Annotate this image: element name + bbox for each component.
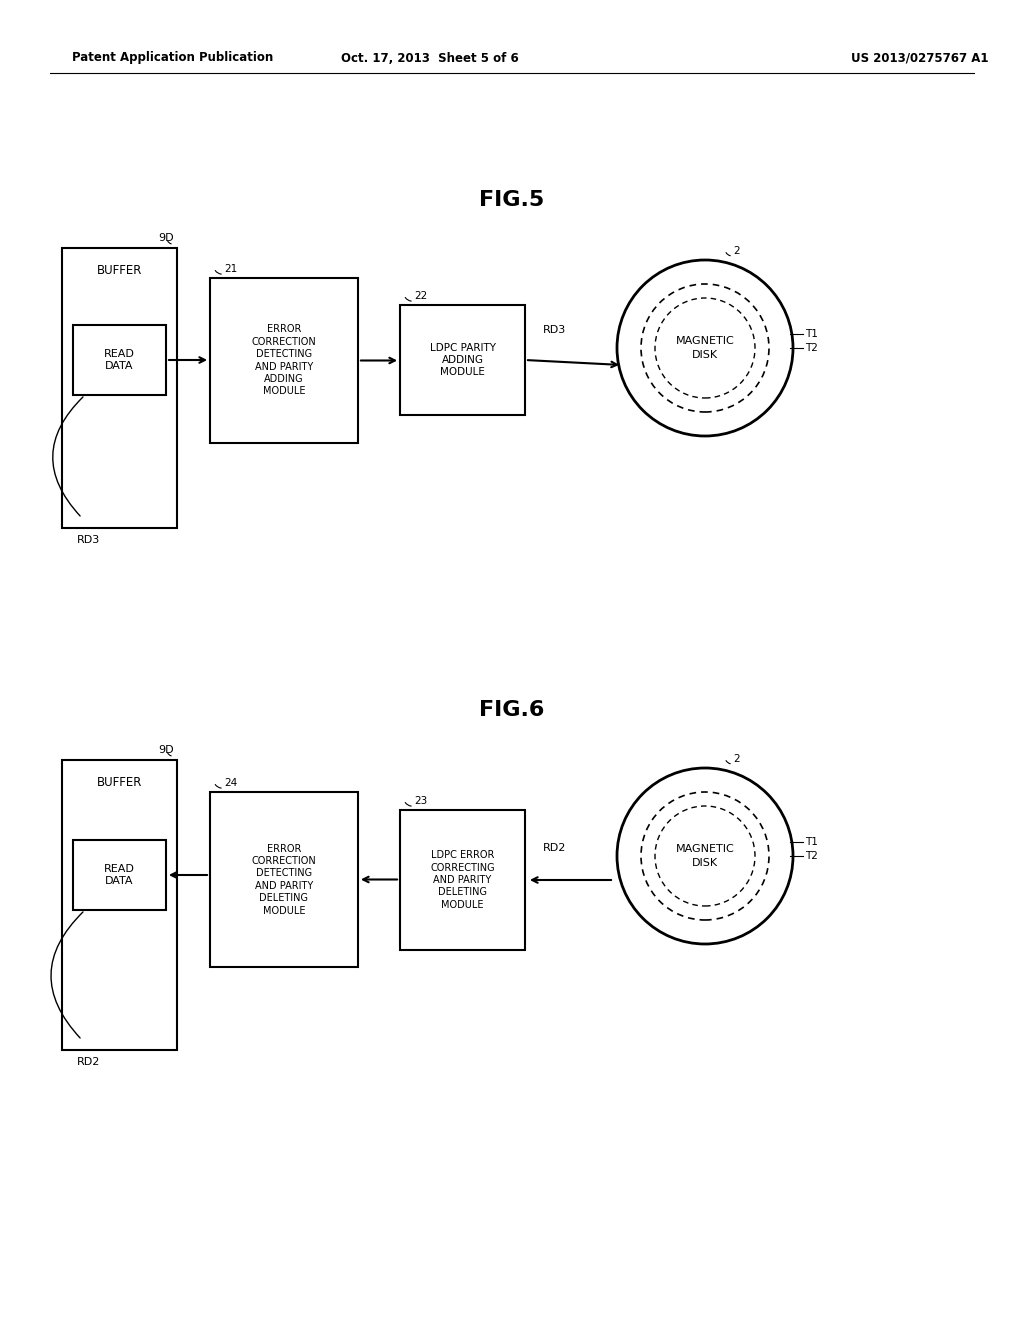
Text: ERROR
CORRECTION
DETECTING
AND PARITY
ADDING
MODULE: ERROR CORRECTION DETECTING AND PARITY AD…: [252, 325, 316, 396]
Text: 9D: 9D: [159, 744, 174, 755]
Text: 2: 2: [733, 246, 739, 256]
Text: BUFFER: BUFFER: [97, 776, 142, 788]
Bar: [210, 792, 358, 968]
Text: US 2013/0275767 A1: US 2013/0275767 A1: [851, 51, 989, 65]
Text: FIG.6: FIG.6: [479, 700, 545, 719]
Text: Oct. 17, 2013  Sheet 5 of 6: Oct. 17, 2013 Sheet 5 of 6: [341, 51, 519, 65]
Text: T1: T1: [805, 837, 818, 847]
Text: ERROR
CORRECTION
DETECTING
AND PARITY
DELETING
MODULE: ERROR CORRECTION DETECTING AND PARITY DE…: [252, 843, 316, 916]
Text: LDPC ERROR
CORRECTING
AND PARITY
DELETING
MODULE: LDPC ERROR CORRECTING AND PARITY DELETIN…: [430, 850, 495, 909]
Text: MAGNETIC
DISK: MAGNETIC DISK: [676, 845, 734, 867]
Bar: [73, 840, 166, 909]
Bar: [400, 305, 525, 414]
Bar: [210, 279, 358, 444]
Bar: [62, 760, 177, 1049]
Text: T2: T2: [805, 851, 818, 861]
Bar: [73, 325, 166, 395]
Text: 21: 21: [224, 264, 238, 275]
Text: 23: 23: [414, 796, 427, 807]
Text: Patent Application Publication: Patent Application Publication: [72, 51, 273, 65]
Text: RD2: RD2: [77, 1057, 100, 1067]
Bar: [62, 248, 177, 528]
Text: 22: 22: [414, 290, 427, 301]
Text: READ
DATA: READ DATA: [104, 350, 135, 371]
Text: RD3: RD3: [544, 325, 566, 335]
Text: LDPC PARITY
ADDING
MODULE: LDPC PARITY ADDING MODULE: [429, 343, 496, 378]
Text: 2: 2: [733, 754, 739, 764]
Text: 24: 24: [224, 777, 238, 788]
Text: MAGNETIC
DISK: MAGNETIC DISK: [676, 337, 734, 359]
Text: BUFFER: BUFFER: [97, 264, 142, 276]
Text: FIG.5: FIG.5: [479, 190, 545, 210]
Bar: [400, 810, 525, 950]
Text: T2: T2: [805, 343, 818, 352]
Text: RD2: RD2: [544, 843, 566, 853]
Text: RD3: RD3: [77, 535, 100, 545]
Text: T1: T1: [805, 329, 818, 339]
Text: 9D: 9D: [159, 234, 174, 243]
Text: READ
DATA: READ DATA: [104, 865, 135, 886]
